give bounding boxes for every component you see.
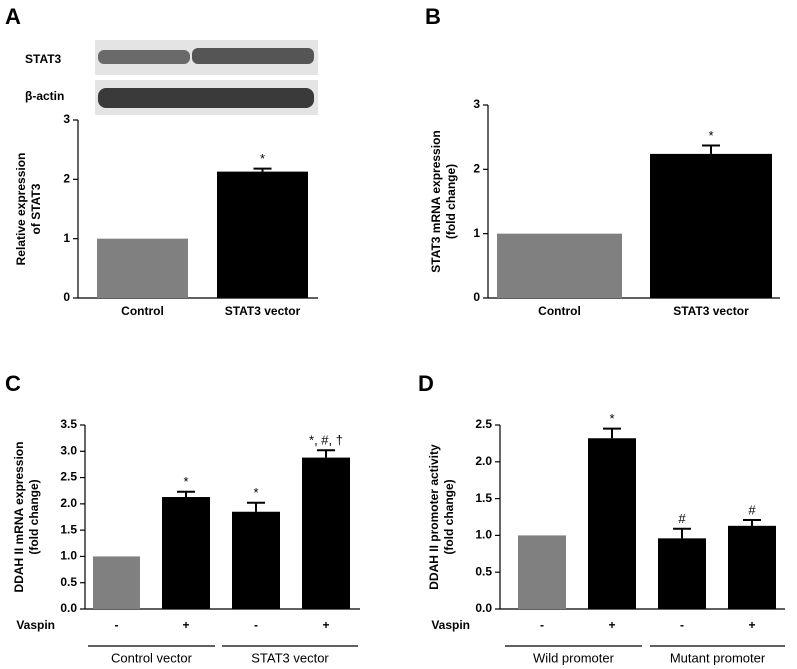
y-tick-label: 2 [63, 172, 70, 186]
bar [93, 556, 140, 609]
error-bar [177, 490, 195, 498]
panel-label: A [5, 4, 21, 29]
y-axis-label: of STAT3 [29, 183, 43, 234]
y-axis-label: (fold change) [444, 164, 458, 239]
y-tick-label: 2.0 [60, 496, 77, 510]
x-tick-label: - [680, 618, 684, 632]
x-tick-label: STAT3 vector [225, 304, 301, 318]
annotation: * [183, 474, 188, 489]
y-tick-label: 3 [473, 97, 480, 111]
y-tick-label: 3.5 [60, 417, 77, 431]
western-blot: STAT3 β-actin [25, 40, 318, 115]
x-tick-label: Control [538, 304, 581, 318]
x-row-label: Vaspin [431, 618, 470, 632]
y-tick-label: 2.5 [60, 470, 77, 484]
panel-label: C [5, 371, 21, 396]
annotation: * [253, 485, 258, 500]
y-tick-label: 0.0 [475, 601, 492, 615]
y-tick-label: 3 [63, 112, 70, 126]
bar [97, 238, 188, 298]
annotation: * [609, 411, 614, 426]
bar [658, 538, 706, 609]
blot-label: STAT3 [25, 52, 62, 66]
x-tick-label: Control [121, 304, 164, 318]
x-tick-label: - [254, 618, 258, 632]
y-axis-label: DDAH II promoter activity [427, 444, 441, 590]
error-bar [702, 144, 720, 154]
bar [232, 511, 280, 609]
y-axis-label: (fold change) [442, 479, 456, 554]
annotation: * [260, 151, 265, 166]
annotation: # [678, 511, 686, 526]
y-tick-label: 0.5 [475, 564, 492, 578]
error-bar [317, 449, 335, 458]
y-tick-label: 3.0 [60, 443, 77, 457]
y-axis-label: (fold change) [27, 479, 41, 554]
bar [497, 233, 622, 298]
bar [217, 171, 308, 298]
group-label: STAT3 vector [251, 650, 329, 665]
y-tick-label: 1.0 [60, 549, 77, 563]
error-bar [603, 427, 621, 439]
error-bar [743, 518, 761, 526]
error-bar [253, 167, 272, 172]
x-tick-label: - [540, 618, 544, 632]
group-label: Control vector [111, 650, 193, 665]
bar [302, 457, 350, 609]
y-tick-label: 2.0 [475, 454, 492, 468]
y-tick-label: 0 [473, 290, 480, 304]
error-bar [247, 501, 265, 512]
panel-label: D [418, 371, 434, 396]
x-tick-label: + [608, 618, 615, 632]
y-tick-label: 0 [63, 290, 70, 304]
annotation: # [748, 502, 756, 517]
x-tick-label: + [182, 618, 189, 632]
y-axis-label: STAT3 mRNA expression [429, 130, 443, 272]
blot-band [98, 50, 190, 64]
y-tick-label: 1 [63, 231, 70, 245]
y-axis-label: Relative expression [14, 153, 28, 266]
y-tick-label: 0.5 [60, 575, 77, 589]
y-tick-label: 0.0 [60, 601, 77, 615]
group-label: Mutant promoter [670, 650, 766, 665]
group-label: Wild promoter [533, 650, 615, 665]
annotation: * [708, 128, 713, 143]
bar [650, 153, 772, 298]
y-tick-label: 2 [473, 162, 480, 176]
blot-band [192, 48, 314, 64]
error-bar [673, 527, 691, 539]
x-tick-label: + [322, 618, 329, 632]
panel-label: B [425, 4, 441, 29]
y-tick-label: 2.5 [475, 417, 492, 431]
y-axis-label: DDAH II mRNA expression [12, 442, 26, 593]
y-tick-label: 1.5 [60, 522, 77, 536]
y-tick-label: 1 [473, 226, 480, 240]
bar [728, 525, 776, 609]
x-tick-label: - [115, 618, 119, 632]
bar [162, 497, 210, 609]
bar [588, 438, 636, 609]
bar [518, 535, 566, 609]
annotation: *, #, † [309, 433, 343, 448]
blot-label: β-actin [25, 89, 64, 103]
x-tick-label: + [748, 618, 755, 632]
y-tick-label: 1.5 [475, 491, 492, 505]
x-tick-label: STAT3 vector [673, 304, 749, 318]
y-tick-label: 1.0 [475, 528, 492, 542]
blot-band [98, 88, 314, 108]
x-row-label: Vaspin [16, 618, 55, 632]
